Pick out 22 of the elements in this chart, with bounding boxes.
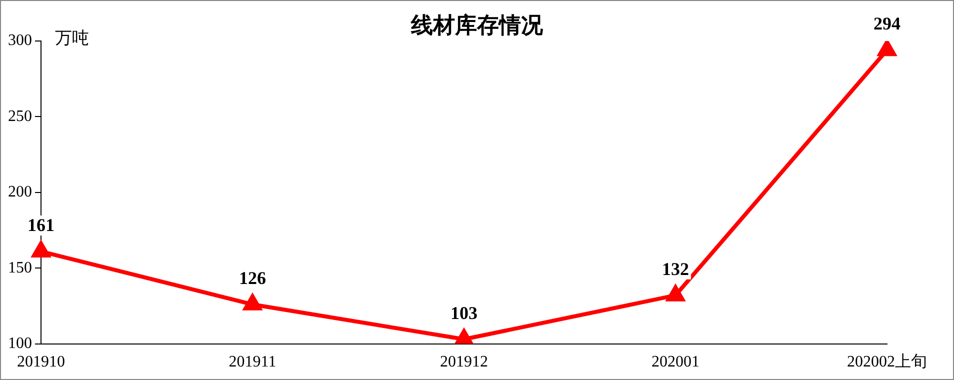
y-tick-label: 150: [8, 259, 32, 276]
point: [666, 285, 684, 302]
x-tick-label: 202001: [652, 354, 700, 371]
data-label: 161: [28, 215, 54, 236]
y-tick-label: 300: [8, 32, 32, 50]
point: [244, 294, 262, 310]
y-tick-label: 250: [8, 108, 32, 125]
x-tick-label: 201911: [228, 354, 276, 371]
point: [878, 41, 896, 56]
data-label: 132: [662, 259, 689, 280]
y-axis-title: 万吨: [55, 28, 89, 48]
data-label: 103: [450, 302, 478, 323]
y-tick-label: 100: [8, 335, 32, 352]
data-label: 294: [874, 14, 900, 34]
x-tick-label: 201912: [440, 354, 488, 371]
point: [32, 241, 50, 258]
x-tick-label: 202002上旬: [847, 352, 927, 371]
point: [455, 329, 473, 344]
y-tick-label: 200: [8, 184, 32, 201]
data-label: 126: [239, 268, 266, 288]
chart-title: 线材库存情况: [410, 12, 544, 38]
x-tick-label: 201910: [17, 354, 65, 371]
